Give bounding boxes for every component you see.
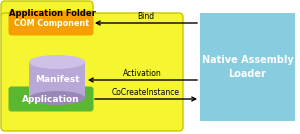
- Text: Activation: Activation: [123, 69, 162, 78]
- Bar: [3, 15, 181, 19]
- Text: Native Assembly
Loader: Native Assembly Loader: [202, 55, 293, 79]
- Bar: [5, 14, 89, 19]
- Text: Application: Application: [22, 94, 80, 103]
- Ellipse shape: [29, 55, 85, 69]
- Text: Bind: Bind: [137, 12, 154, 21]
- Text: Application Folder: Application Folder: [9, 10, 96, 18]
- FancyBboxPatch shape: [1, 1, 93, 19]
- Text: COM Component: COM Component: [14, 18, 88, 27]
- Ellipse shape: [29, 91, 85, 105]
- Bar: [200, 13, 295, 121]
- Text: Manifest: Manifest: [35, 75, 79, 85]
- FancyBboxPatch shape: [8, 87, 94, 111]
- Text: CoCreateInstance: CoCreateInstance: [112, 88, 180, 97]
- FancyBboxPatch shape: [8, 10, 94, 36]
- Bar: [29, 62, 85, 98]
- FancyBboxPatch shape: [1, 13, 183, 131]
